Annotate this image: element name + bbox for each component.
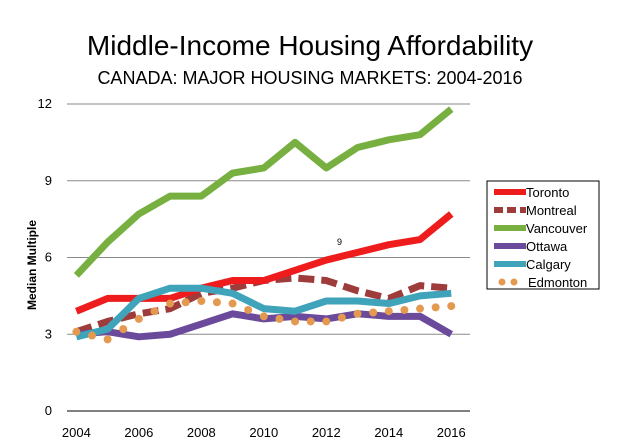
legend-label-montreal: Montreal (526, 203, 577, 218)
data-point-edmonton (291, 317, 300, 326)
data-point-edmonton (134, 314, 143, 323)
x-tick-label: 2004 (62, 425, 91, 440)
data-point-edmonton (259, 312, 268, 321)
x-tick-label: 2014 (374, 425, 403, 440)
series-edmonton (72, 296, 456, 344)
gridlines (67, 103, 470, 412)
data-point-edmonton (197, 296, 206, 305)
y-tick-label: 6 (45, 250, 52, 265)
data-point-edmonton (353, 309, 362, 318)
data-point-edmonton (166, 299, 175, 308)
data-point-edmonton (369, 308, 378, 317)
data-point-edmonton (119, 325, 128, 334)
data-point-edmonton (212, 298, 221, 307)
legend-label-edmonton: Edmonton (528, 275, 587, 290)
data-point-edmonton (306, 317, 315, 326)
chart-title: Middle-Income Housing Affordability (86, 30, 534, 61)
x-tick-label: 2006 (124, 425, 153, 440)
data-point-edmonton (400, 305, 409, 314)
data-point-edmonton (228, 299, 237, 308)
legend-marker-edmonton (498, 278, 506, 286)
annotation: 9 (337, 237, 342, 247)
y-tick-label: 3 (45, 326, 52, 341)
data-point-edmonton (275, 314, 284, 323)
legend-label-calgary: Calgary (526, 257, 571, 272)
x-tick-label: 2008 (187, 425, 216, 440)
y-axis-label: Median Multiple (25, 220, 39, 310)
data-point-edmonton (384, 307, 393, 316)
y-tick-label: 9 (45, 173, 52, 188)
legend: Toronto Montreal Vancouver Ottawa Calgary Edm… (486, 180, 600, 290)
x-tick-label: 2016 (437, 425, 466, 440)
x-axis-ticks: 2004 2006 2008 2010 2012 2014 2016 (62, 425, 466, 440)
data-point-edmonton (72, 327, 81, 336)
data-point-edmonton (322, 317, 331, 326)
legend-marker-edmonton (510, 278, 518, 286)
data-point-edmonton (150, 307, 159, 316)
series-lines (72, 106, 456, 344)
legend-box (486, 180, 600, 290)
data-point-edmonton (181, 298, 190, 307)
data-point-edmonton (337, 313, 346, 322)
series-vancouver (73, 106, 454, 278)
data-point-edmonton (416, 304, 425, 313)
data-point-edmonton (87, 331, 96, 340)
data-point-edmonton (103, 335, 112, 344)
data-point-edmonton (244, 305, 253, 314)
data-point-edmonton (431, 303, 440, 312)
y-tick-label: 12 (38, 96, 52, 111)
series-calgary (75, 284, 452, 341)
data-point-edmonton (447, 302, 456, 311)
legend-label-vancouver: Vancouver (526, 221, 588, 236)
x-tick-label: 2012 (312, 425, 341, 440)
y-axis-ticks: 0 3 6 9 12 (38, 96, 52, 418)
chart-subtitle: CANADA: MAJOR HOUSING MARKETS: 2004-2016 (97, 68, 523, 88)
legend-label-ottawa: Ottawa (526, 239, 568, 254)
legend-label-toronto: Toronto (526, 185, 569, 200)
x-tick-label: 2010 (249, 425, 278, 440)
y-tick-label: 0 (45, 403, 52, 418)
